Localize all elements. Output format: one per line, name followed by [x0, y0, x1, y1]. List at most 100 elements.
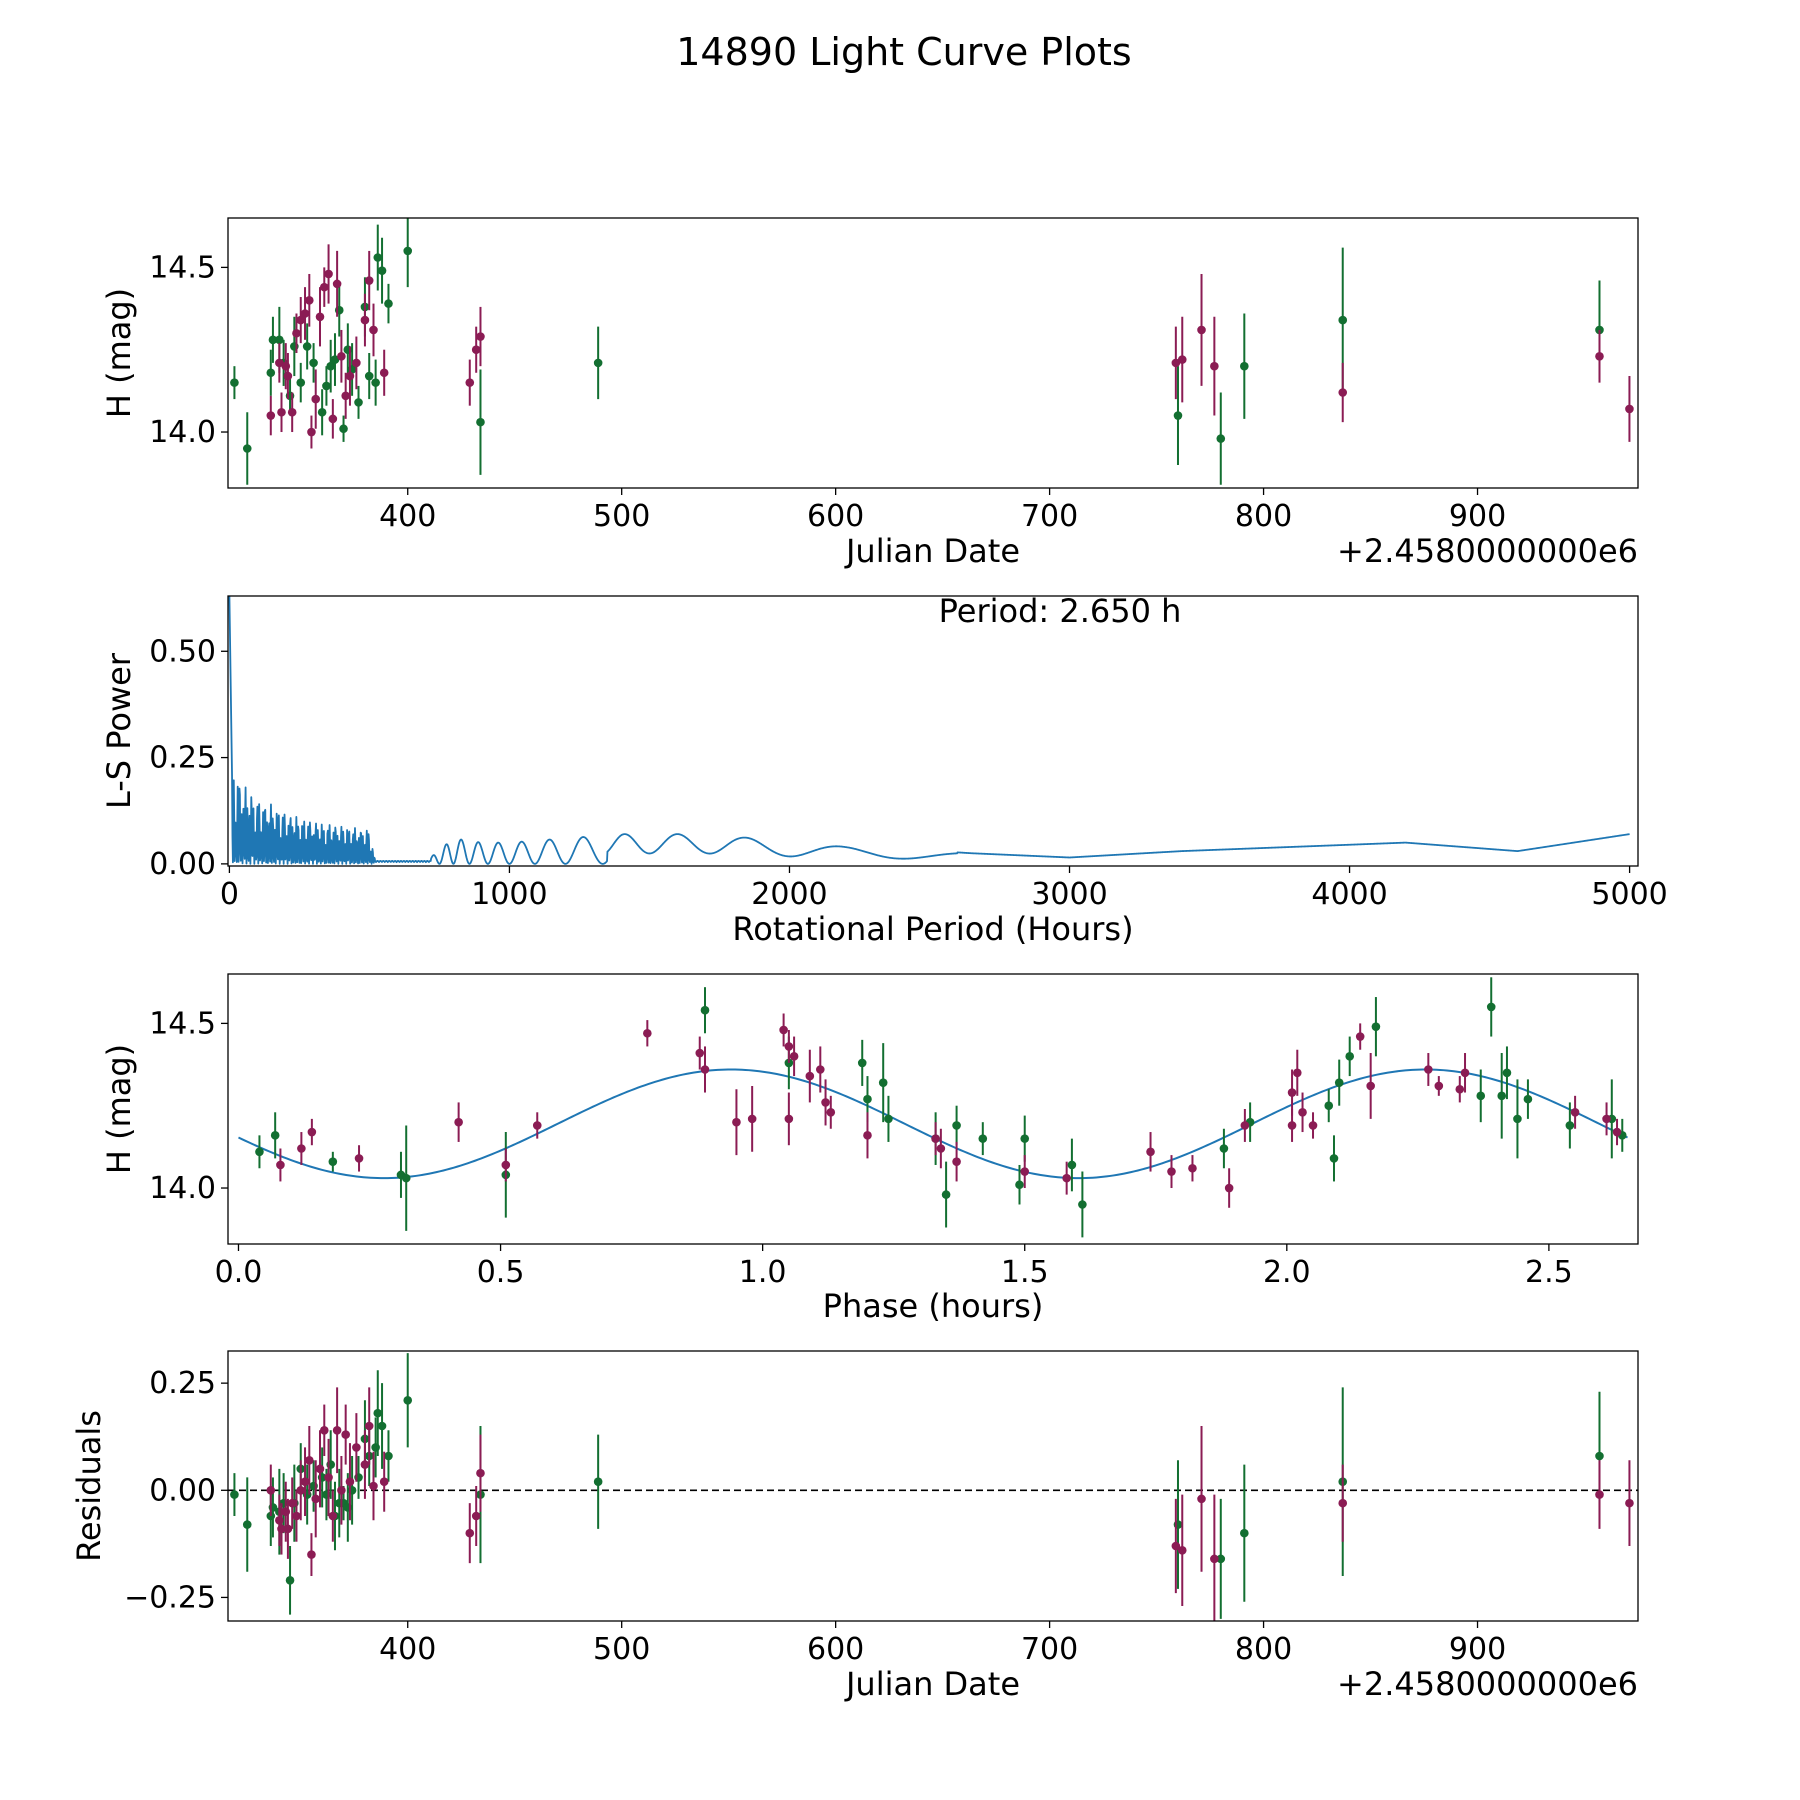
green-data-point: [1216, 1554, 1226, 1564]
purple-data-point: [296, 1485, 306, 1495]
green-data-point: [270, 1131, 280, 1140]
purple-data-point: [364, 276, 374, 285]
purple-data-point: [345, 371, 355, 381]
green-data-point: [255, 1147, 264, 1157]
purple-data-point: [1355, 1032, 1365, 1041]
periodogram-marks: [228, 596, 1631, 865]
model-fit-line: [238, 1068, 1628, 1180]
green-data-point: [978, 1134, 988, 1143]
purple-data-point: [700, 1065, 710, 1074]
purple-data-point: [328, 414, 338, 424]
purple-data-point: [1424, 1065, 1433, 1074]
purple-data-point: [360, 315, 370, 325]
phased-light-curve-panel: 0.0 0.5 1.0 1.5 2.0 2.5 14.0 14.5 Phase (hours)…: [100, 973, 1639, 1325]
green-data-point: [296, 378, 306, 387]
ls-power-line: [228, 596, 1631, 865]
periodogram-xtick-label: 4000: [1311, 877, 1387, 912]
green-data-point: [384, 1451, 393, 1461]
light-curve-xtick-label: 700: [1021, 499, 1078, 534]
green-data-point: [1240, 361, 1249, 371]
phased-light-curve-plot-area: [238, 977, 1628, 1238]
green-data-point: [354, 398, 363, 407]
purple-data-point: [1020, 1167, 1030, 1176]
green-data-point: [1513, 1114, 1522, 1124]
light-curve-ylabel: H (mag): [100, 288, 138, 418]
purple-data-point: [305, 296, 314, 305]
purple-data-point: [1167, 1167, 1176, 1176]
purple-data-point: [328, 1511, 338, 1521]
purple-data-point: [1595, 351, 1604, 361]
green-data-point: [941, 1190, 951, 1199]
green-data-point: [1565, 1121, 1575, 1130]
residuals-panel: 400 500 600 700 800 900 −0.25 0.00 0.25 Julian D…: [70, 1350, 1639, 1703]
green-data-point: [317, 407, 327, 417]
purple-data-point: [277, 407, 286, 417]
purple-data-point: [360, 1460, 370, 1469]
green-data-point: [230, 378, 239, 387]
purple-data-point: [863, 1131, 872, 1140]
green-data-point: [242, 444, 252, 453]
purple-data-point: [1240, 1121, 1250, 1130]
green-data-point: [1523, 1094, 1533, 1104]
purple-data-point: [300, 1477, 310, 1487]
purple-data-point: [1177, 355, 1187, 364]
purple-data-point: [1171, 358, 1181, 368]
purple-data-point: [311, 394, 321, 404]
phased-light-curve-xtick-label: 0.0: [215, 1255, 263, 1290]
purple-data-point: [816, 1065, 825, 1074]
purple-data-point: [292, 328, 301, 338]
light-curve-marks: [230, 218, 1634, 485]
purple-data-point: [784, 1042, 794, 1051]
light-curve-ytick-label: 14.5: [149, 250, 216, 285]
purple-data-point: [779, 1025, 788, 1035]
purple-data-point: [1146, 1147, 1155, 1157]
green-data-point: [1502, 1068, 1512, 1078]
green-data-point: [1219, 1144, 1229, 1153]
periodogram-annotation: Period: 2.650 h: [939, 592, 1182, 630]
purple-data-point: [454, 1117, 463, 1127]
phased-light-curve-xtick-label: 2.5: [1525, 1255, 1573, 1290]
purple-data-point: [1595, 1490, 1604, 1499]
phased-light-curve-xtick-label: 0.5: [477, 1255, 525, 1290]
purple-data-point: [345, 1477, 355, 1487]
purple-data-point: [287, 1498, 297, 1508]
residuals-ytick-label: 0.25: [149, 1366, 216, 1401]
residuals-xlabel: Julian Date: [844, 1665, 1020, 1703]
phased-light-curve-xtick-label: 1.5: [1001, 1255, 1049, 1290]
purple-data-point: [266, 411, 276, 420]
purple-data-point: [1625, 404, 1634, 414]
purple-data-point: [337, 1485, 346, 1495]
phased-light-curve-ylabel: H (mag): [100, 1044, 138, 1174]
periodogram-xtick-label: 1000: [471, 877, 547, 912]
purple-data-point: [332, 1425, 342, 1435]
purple-data-point: [1197, 325, 1206, 335]
green-data-point: [373, 1408, 383, 1418]
purple-data-point: [1338, 388, 1348, 397]
green-data-point: [1216, 434, 1226, 443]
purple-data-point: [319, 1425, 329, 1435]
purple-data-point: [364, 1421, 374, 1431]
purple-data-point: [471, 1511, 481, 1521]
green-data-point: [373, 253, 383, 262]
purple-data-point: [532, 1121, 542, 1130]
purple-data-point: [465, 1528, 475, 1538]
purple-data-point: [307, 1127, 317, 1137]
periodogram-ytick-label: 0.00: [149, 847, 216, 882]
green-data-point: [230, 1490, 239, 1499]
purple-data-point: [332, 279, 342, 289]
purple-data-point: [379, 368, 389, 378]
purple-data-point: [931, 1134, 940, 1143]
green-data-point: [1595, 1451, 1604, 1461]
purple-data-point: [1298, 1107, 1307, 1117]
purple-data-point: [276, 1160, 285, 1170]
purple-data-point: [476, 1468, 485, 1478]
purple-data-point: [315, 312, 325, 322]
green-data-point: [593, 1477, 603, 1487]
purple-data-point: [501, 1160, 511, 1170]
residuals-xtick-label: 600: [807, 1632, 864, 1667]
residuals-xtick-label: 900: [1449, 1632, 1506, 1667]
phased-light-curve-xtick-label: 1.0: [739, 1255, 787, 1290]
periodogram-xtick-label: 5000: [1591, 877, 1667, 912]
purple-data-point: [1612, 1127, 1622, 1137]
green-data-point: [884, 1114, 893, 1124]
